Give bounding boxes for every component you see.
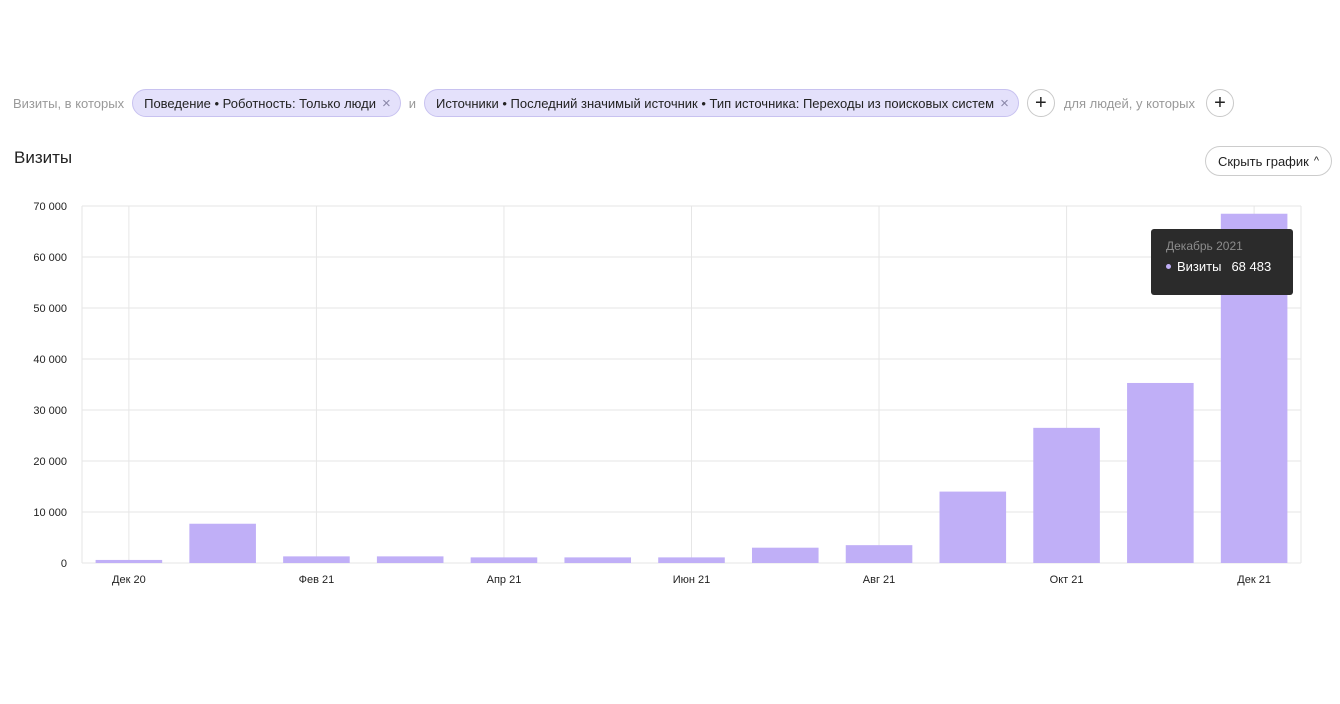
filter-chip-label: Поведение • Роботность: Только люди xyxy=(144,95,376,111)
y-tick-label: 30 000 xyxy=(33,405,67,417)
y-tick-label: 60 000 xyxy=(33,252,67,264)
y-tick-label: 20 000 xyxy=(33,456,67,468)
y-tick-label: 10 000 xyxy=(33,507,67,519)
tooltip-metric: Визиты xyxy=(1177,259,1222,274)
add-visit-filter-button[interactable]: + xyxy=(1026,89,1055,117)
y-axis-labels: 0 10 000 20 000 30 000 40 000 50 000 60 000 70 … xyxy=(33,201,67,570)
bar[interactable] xyxy=(1033,427,1100,563)
x-tick-label: Апр 21 xyxy=(487,574,522,586)
hide-chart-button[interactable]: Скрыть график ^ xyxy=(1204,146,1332,176)
x-tick-label: Фев 21 xyxy=(299,574,335,586)
x-tick-label: Дек 21 xyxy=(1237,574,1271,586)
bar[interactable] xyxy=(751,547,819,563)
chart-tooltip: Декабрь 2021 Визиты 68 483 xyxy=(1151,229,1293,295)
close-icon[interactable]: × xyxy=(1000,94,1009,112)
bar[interactable] xyxy=(1127,382,1194,563)
x-axis-labels: Дек 20 Фев 21 Апр 21 Июн 21 Авг 21 Окт 21 Дек … xyxy=(112,574,1271,586)
page-title: Визиты xyxy=(14,148,73,167)
visits-bar-chart: 0 10 000 20 000 30 000 40 000 50 000 60 000 70 … xyxy=(33,201,1302,586)
chevron-up-icon: ^ xyxy=(1313,155,1319,167)
bar[interactable] xyxy=(189,523,256,563)
y-tick-label: 50 000 xyxy=(33,303,67,315)
x-tick-label: Авг 21 xyxy=(863,574,895,586)
bar[interactable] xyxy=(283,556,350,563)
filter-chip-label: Источники • Последний значимый источник … xyxy=(436,95,995,111)
bar[interactable] xyxy=(939,491,1007,563)
tooltip-value: 68 483 xyxy=(1231,259,1272,274)
chart-grid xyxy=(81,205,1302,564)
add-people-filter-button[interactable]: + xyxy=(1206,89,1235,117)
x-tick-label: Июн 21 xyxy=(673,574,711,586)
series-dot-icon xyxy=(1166,264,1171,269)
x-tick-label: Дек 20 xyxy=(112,574,146,586)
bar[interactable] xyxy=(470,557,538,563)
bar[interactable] xyxy=(95,559,163,563)
x-tick-label: Окт 21 xyxy=(1050,574,1084,586)
close-icon[interactable]: × xyxy=(381,94,391,112)
y-tick-label: 40 000 xyxy=(33,354,67,366)
filter-bar: Визиты, в которых Поведение • Роботность… xyxy=(13,88,1235,118)
bar[interactable] xyxy=(658,557,725,563)
y-tick-label: 0 xyxy=(61,558,67,570)
filter-chip-source[interactable]: Источники • Последний значимый источник … xyxy=(424,89,1019,117)
hide-chart-label: Скрыть график xyxy=(1217,153,1309,169)
filter-conjunction: и xyxy=(408,95,416,111)
y-tick-label: 70 000 xyxy=(33,201,67,213)
tooltip-period: Декабрь 2021 xyxy=(1166,239,1243,253)
filter-chip-robotness[interactable]: Поведение • Роботность: Только люди × xyxy=(132,89,401,117)
people-filter-label: для людей, у которых xyxy=(1063,95,1196,111)
tooltip-row: Визиты 68 483 xyxy=(1166,259,1278,274)
filter-prefix: Визиты, в которых xyxy=(13,95,125,111)
bar[interactable] xyxy=(564,557,632,563)
bar[interactable] xyxy=(376,556,444,563)
bar[interactable] xyxy=(845,545,913,563)
